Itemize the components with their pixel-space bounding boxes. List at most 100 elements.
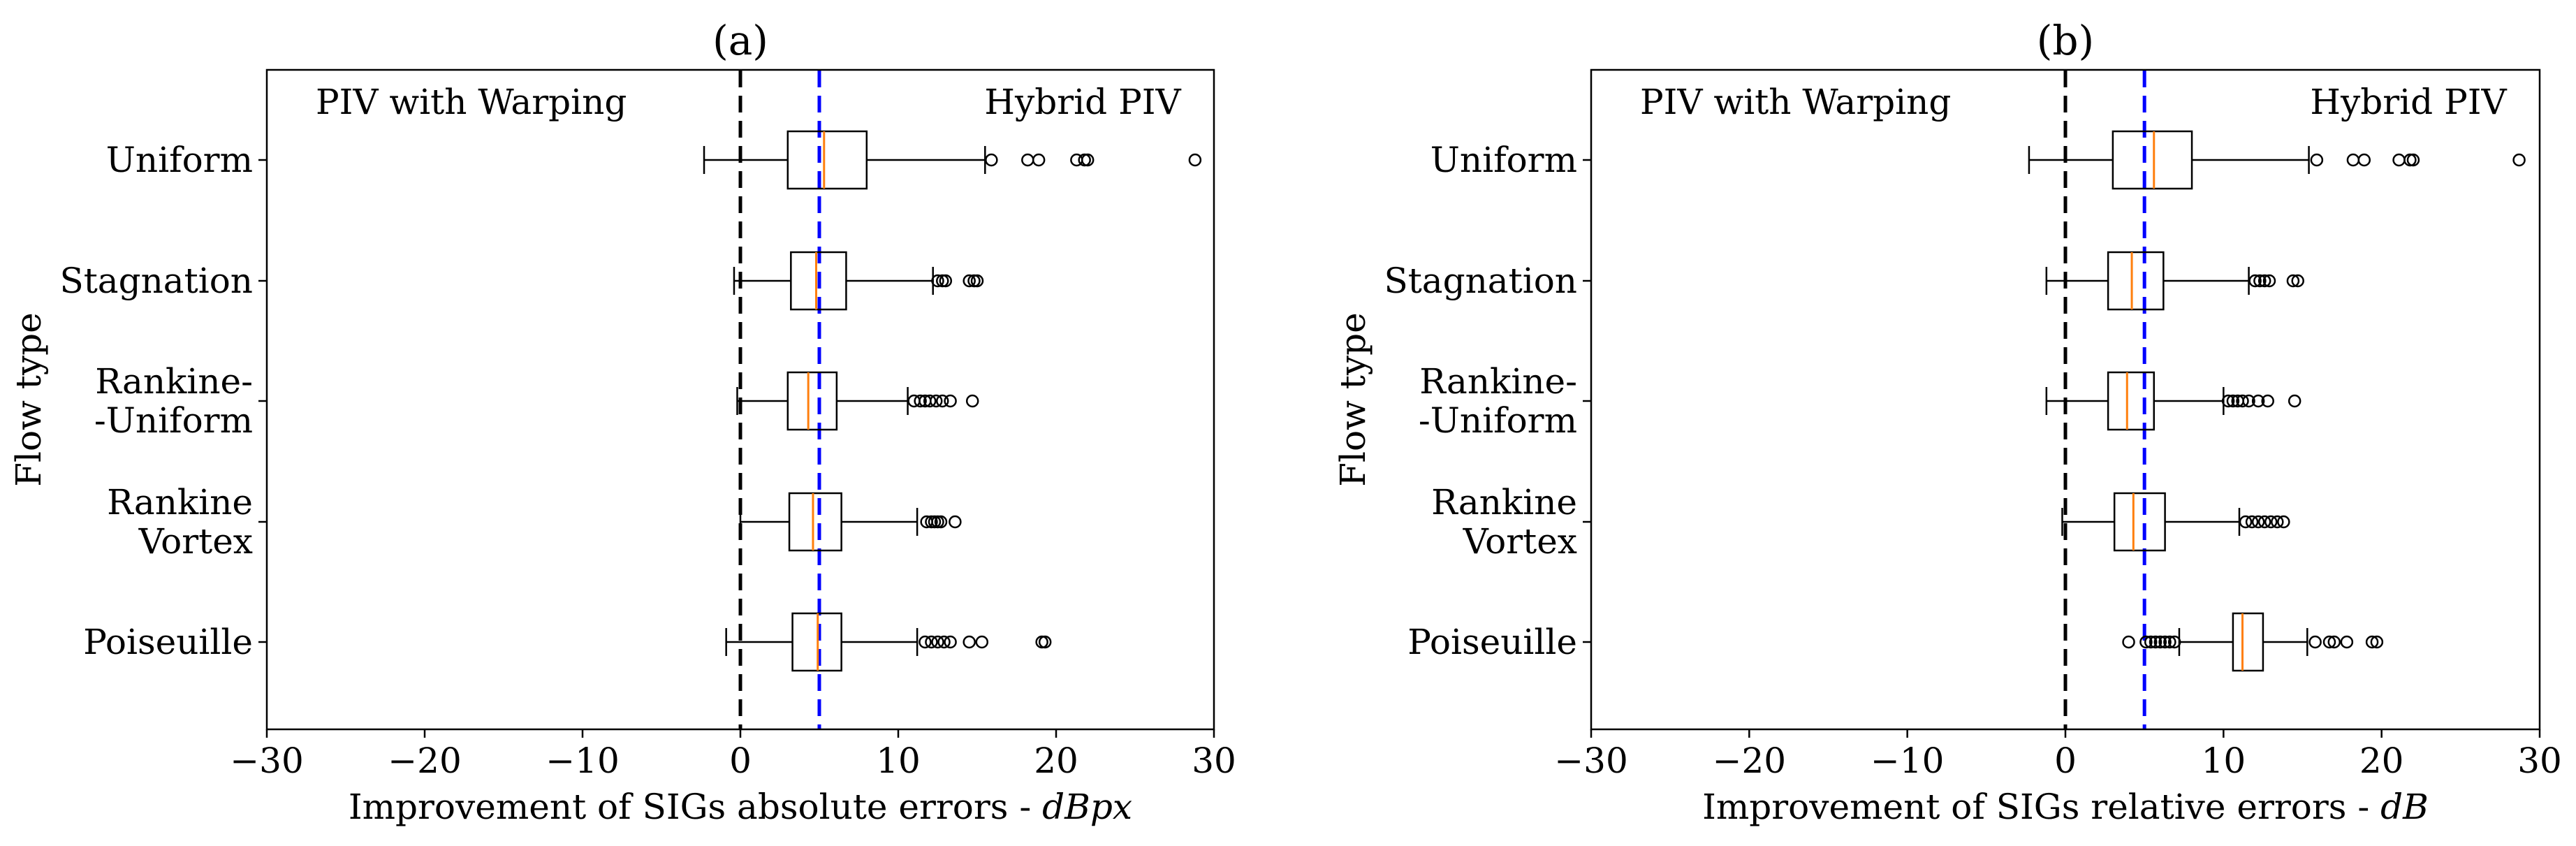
region-label-right: Hybrid PIV: [984, 82, 1181, 122]
outlier-point: [2257, 515, 2271, 529]
x-tick-label: 30: [1192, 741, 1236, 781]
outlier-point: [939, 274, 953, 288]
outlier-point: [970, 274, 984, 288]
outlier-point: [914, 394, 927, 408]
category-label: -Uniform: [1419, 400, 1577, 441]
outlier-point: [2346, 153, 2360, 167]
outlier-point: [965, 394, 979, 408]
outlier-point: [2245, 515, 2259, 529]
outlier-point: [2163, 635, 2176, 649]
outlier-point: [2310, 153, 2324, 167]
outlier-point: [2248, 274, 2262, 288]
outlier-point: [1032, 153, 1046, 167]
outlier-point: [2139, 635, 2153, 649]
x-tick-label: −10: [546, 741, 620, 781]
panel-b: (b) PIV with Warping Hybrid PIV Uniform Stag…: [1333, 17, 2562, 827]
outlier-point: [2340, 635, 2354, 649]
outlier-point: [929, 394, 943, 408]
outlier-point: [2261, 394, 2274, 408]
outlier-point: [2253, 274, 2267, 288]
region-label-left: PIV with Warping: [1640, 82, 1951, 122]
box-0: [703, 130, 1202, 190]
box-4: [2122, 612, 2384, 672]
outlier-point: [2226, 394, 2240, 408]
box-iqr: [786, 371, 838, 431]
category-label: Stagnation: [59, 261, 253, 301]
outlier-point: [931, 635, 944, 649]
box-iqr: [2107, 251, 2165, 311]
box-iqr: [2112, 130, 2193, 190]
box-2: [2045, 371, 2301, 431]
x-tick-label: 30: [2517, 741, 2562, 781]
category-label: Uniform: [1430, 140, 1577, 180]
box-1: [733, 251, 984, 311]
box-2: [736, 371, 979, 431]
outlier-point: [919, 635, 932, 649]
outlier-point: [923, 394, 937, 408]
panel-title: (a): [712, 17, 768, 64]
x-tick-label: 20: [1034, 741, 1078, 781]
outlier-point: [2288, 394, 2301, 408]
outlier-point: [936, 394, 949, 408]
x-axis-label-text: Improvement of SIGs relative errors -: [1702, 787, 2380, 827]
box-iqr: [2107, 371, 2155, 431]
outlier-point: [2264, 515, 2278, 529]
box-iqr: [2232, 612, 2264, 672]
category-label: Rankine: [1431, 482, 1577, 523]
x-axis-label: Improvement of SIGs relative errors - dB: [1702, 787, 2429, 827]
x-axis-label: Improvement of SIGs absolute errors - dB…: [349, 787, 1132, 827]
box-iqr: [786, 130, 868, 190]
category-label: Poiseuille: [1407, 622, 1577, 662]
outlier-point: [2167, 635, 2181, 649]
outlier-point: [2322, 635, 2336, 649]
outlier-point: [2149, 635, 2162, 649]
outlier-point: [2291, 274, 2304, 288]
outlier-point: [949, 515, 962, 529]
outlier-point: [2370, 635, 2384, 649]
box-3: [2061, 492, 2290, 552]
box-0: [2028, 130, 2526, 190]
outlier-point: [2357, 153, 2371, 167]
outlier-point: [937, 635, 951, 649]
category-label: Rankine: [107, 482, 253, 523]
outlier-point: [2277, 515, 2290, 529]
outlier-point: [2153, 635, 2167, 649]
x-tick-label: −20: [388, 741, 462, 781]
outlier-point: [1021, 153, 1034, 167]
region-label-right: Hybrid PIV: [2310, 82, 2507, 122]
category-label: Vortex: [1463, 521, 1577, 562]
outlier-point: [931, 274, 944, 288]
outlier-point: [2239, 515, 2253, 529]
outlier-point: [2286, 274, 2300, 288]
outlier-point: [934, 515, 948, 529]
category-label: Rankine-: [95, 361, 253, 402]
x-tick-label: −30: [230, 741, 304, 781]
outlier-point: [2242, 394, 2255, 408]
outlier-point: [2236, 394, 2249, 408]
x-tick-label: −30: [1554, 741, 1628, 781]
category-label: Poiseuille: [83, 622, 253, 662]
x-tick-label: −10: [1871, 741, 1945, 781]
outlier-point: [925, 635, 938, 649]
category-label: Rankine-: [1419, 361, 1577, 402]
box-4: [725, 612, 1052, 672]
outlier-point: [2392, 153, 2406, 167]
outlier-point: [2158, 635, 2172, 649]
x-tick-label: 10: [2202, 741, 2246, 781]
x-tick-label: 10: [876, 741, 921, 781]
outlier-point: [2251, 515, 2265, 529]
category-label: Vortex: [138, 521, 253, 562]
outlier-point: [2327, 635, 2341, 649]
outlier-point: [1081, 153, 1095, 167]
panel-title: (b): [2037, 17, 2094, 64]
outlier-point: [944, 635, 957, 649]
outlier-point: [2257, 274, 2271, 288]
outlier-point: [2512, 153, 2526, 167]
box-iqr: [790, 251, 847, 311]
category-label: Stagnation: [1384, 261, 1577, 301]
outlier-point: [1188, 153, 1202, 167]
x-tick-label: −20: [1713, 741, 1787, 781]
panel-a: (a) PIV with Warping Hybrid PIV Uniform Stag…: [8, 17, 1236, 827]
region-label-left: PIV with Warping: [316, 82, 627, 122]
